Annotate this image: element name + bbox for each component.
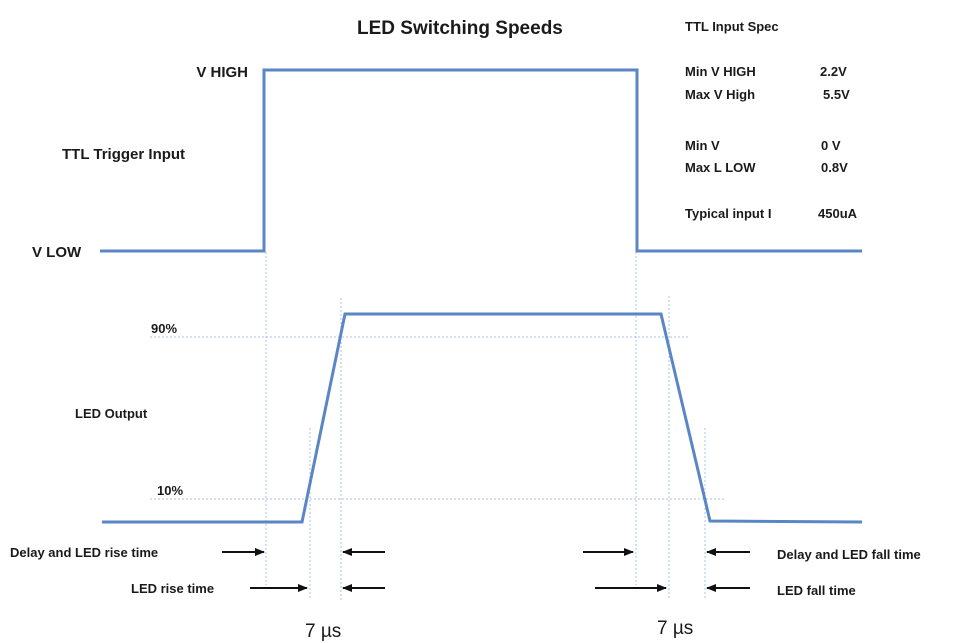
led-fall-label: LED fall time (777, 583, 856, 598)
led-rise-label: LED rise time (131, 581, 214, 596)
ttl-trigger-waveform (100, 68, 862, 253)
delay-fall-label: Delay and LED fall time (777, 547, 921, 562)
diagram-title: LED Switching Speeds (357, 18, 563, 39)
v-high-label: V HIGH (196, 64, 248, 81)
spec-label-typical-input: Typical input I (685, 206, 771, 221)
v-low-label: V LOW (32, 244, 82, 261)
spec-value-max-v-high: 5.5V (823, 87, 850, 102)
spec-label-max-l-low: Max L LOW (685, 160, 756, 175)
spec-heading: TTL Input Spec (685, 19, 779, 34)
fall-duration-label: 7 µs (657, 618, 693, 639)
spec-label-min-v: Min V (685, 138, 720, 153)
spec-label-min-v-high: Min V HIGH (685, 64, 756, 79)
spec-value-min-v-high: 2.2V (820, 64, 847, 79)
spec-value-min-v: 0 V (821, 138, 841, 153)
spec-label-max-v-high: Max V High (685, 87, 755, 102)
spec-value-typical-input: 450uA (818, 206, 858, 221)
delay-rise-label: Delay and LED rise time (10, 545, 158, 560)
timing-arrows (222, 548, 750, 592)
led-output-waveform (102, 312, 863, 524)
pct-10-label: 10% (157, 483, 183, 498)
rise-duration-label: 7 µs (305, 621, 341, 642)
spec-value-max-l-low: 0.8V (821, 160, 848, 175)
timing-guides (150, 252, 725, 600)
ttl-trigger-label: TTL Trigger Input (62, 146, 185, 163)
pct-90-label: 90% (151, 321, 177, 336)
led-output-label: LED Output (75, 406, 148, 421)
